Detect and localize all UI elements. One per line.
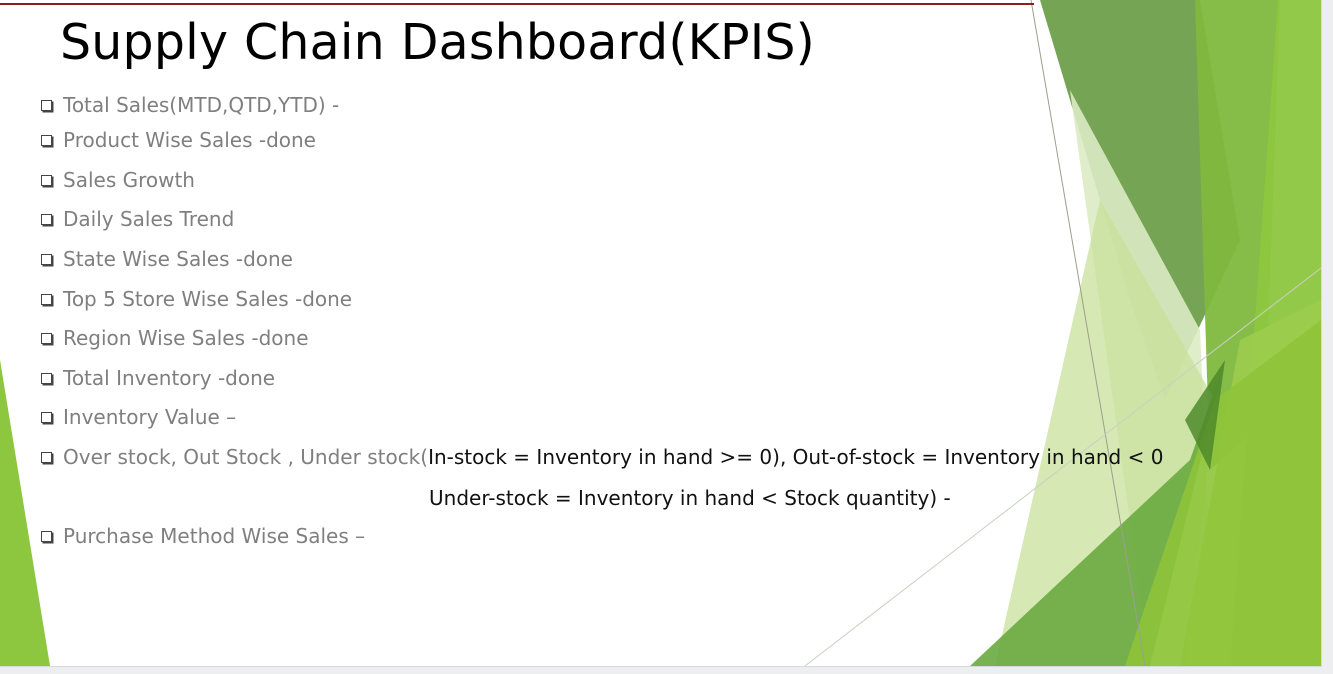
item-label: Product Wise Sales -done <box>63 128 316 152</box>
item-label: Sales Growth <box>63 168 195 192</box>
item-label: Region Wise Sales -done <box>63 326 309 350</box>
checkbox-bullet-icon <box>41 134 52 146</box>
checkbox-bullet-icon <box>41 451 52 463</box>
item-label: Top 5 Store Wise Sales -done <box>63 287 353 311</box>
list-item: Purchase Method Wise Sales – <box>41 524 365 548</box>
list-item: Region Wise Sales -done <box>41 326 309 350</box>
checkbox-bullet-icon <box>41 293 52 305</box>
item-label: Purchase Method Wise Sales – <box>63 524 366 548</box>
item-label: Daily Sales Trend <box>63 207 235 231</box>
list-item: Over stock, Out Stock , Under stock(In-s… <box>41 445 1163 469</box>
list-item: Top 5 Store Wise Sales -done <box>41 287 352 311</box>
slide-title: Supply Chain Dashboard(KPIS) <box>60 14 816 71</box>
item-label: Over stock, Out Stock , Under stock( <box>63 445 429 469</box>
item-label: Total Inventory -done <box>63 366 276 390</box>
checkbox-bullet-icon <box>41 213 52 225</box>
list-item: Sales Growth <box>41 168 195 192</box>
item-continuation: Under-stock = Inventory in hand < Stock … <box>429 486 951 510</box>
decorative-green-shapes <box>0 0 1321 666</box>
list-item: Total Inventory -done <box>41 366 275 390</box>
checkbox-bullet-icon <box>41 332 52 344</box>
checkbox-bullet-icon <box>41 99 52 111</box>
checkbox-bullet-icon <box>41 174 52 186</box>
list-item: State Wise Sales -done <box>41 247 293 271</box>
item-label: State Wise Sales -done <box>63 247 293 271</box>
list-item: Daily Sales Trend <box>41 207 234 231</box>
top-accent-rule <box>0 3 1034 5</box>
checkbox-bullet-icon <box>41 530 52 542</box>
checkbox-bullet-icon <box>41 372 52 384</box>
item-detail: In-stock = Inventory in hand >= 0), Out-… <box>428 445 1164 469</box>
checkbox-bullet-icon <box>41 411 52 423</box>
item-label: Inventory Value – <box>63 405 237 429</box>
list-item: Inventory Value – <box>41 405 236 429</box>
item-label: Total Sales(MTD,QTD,YTD) - <box>63 93 340 117</box>
list-item: Product Wise Sales -done <box>41 128 316 152</box>
checkbox-bullet-icon <box>41 253 52 265</box>
list-item: Total Sales(MTD,QTD,YTD) - <box>41 93 339 117</box>
